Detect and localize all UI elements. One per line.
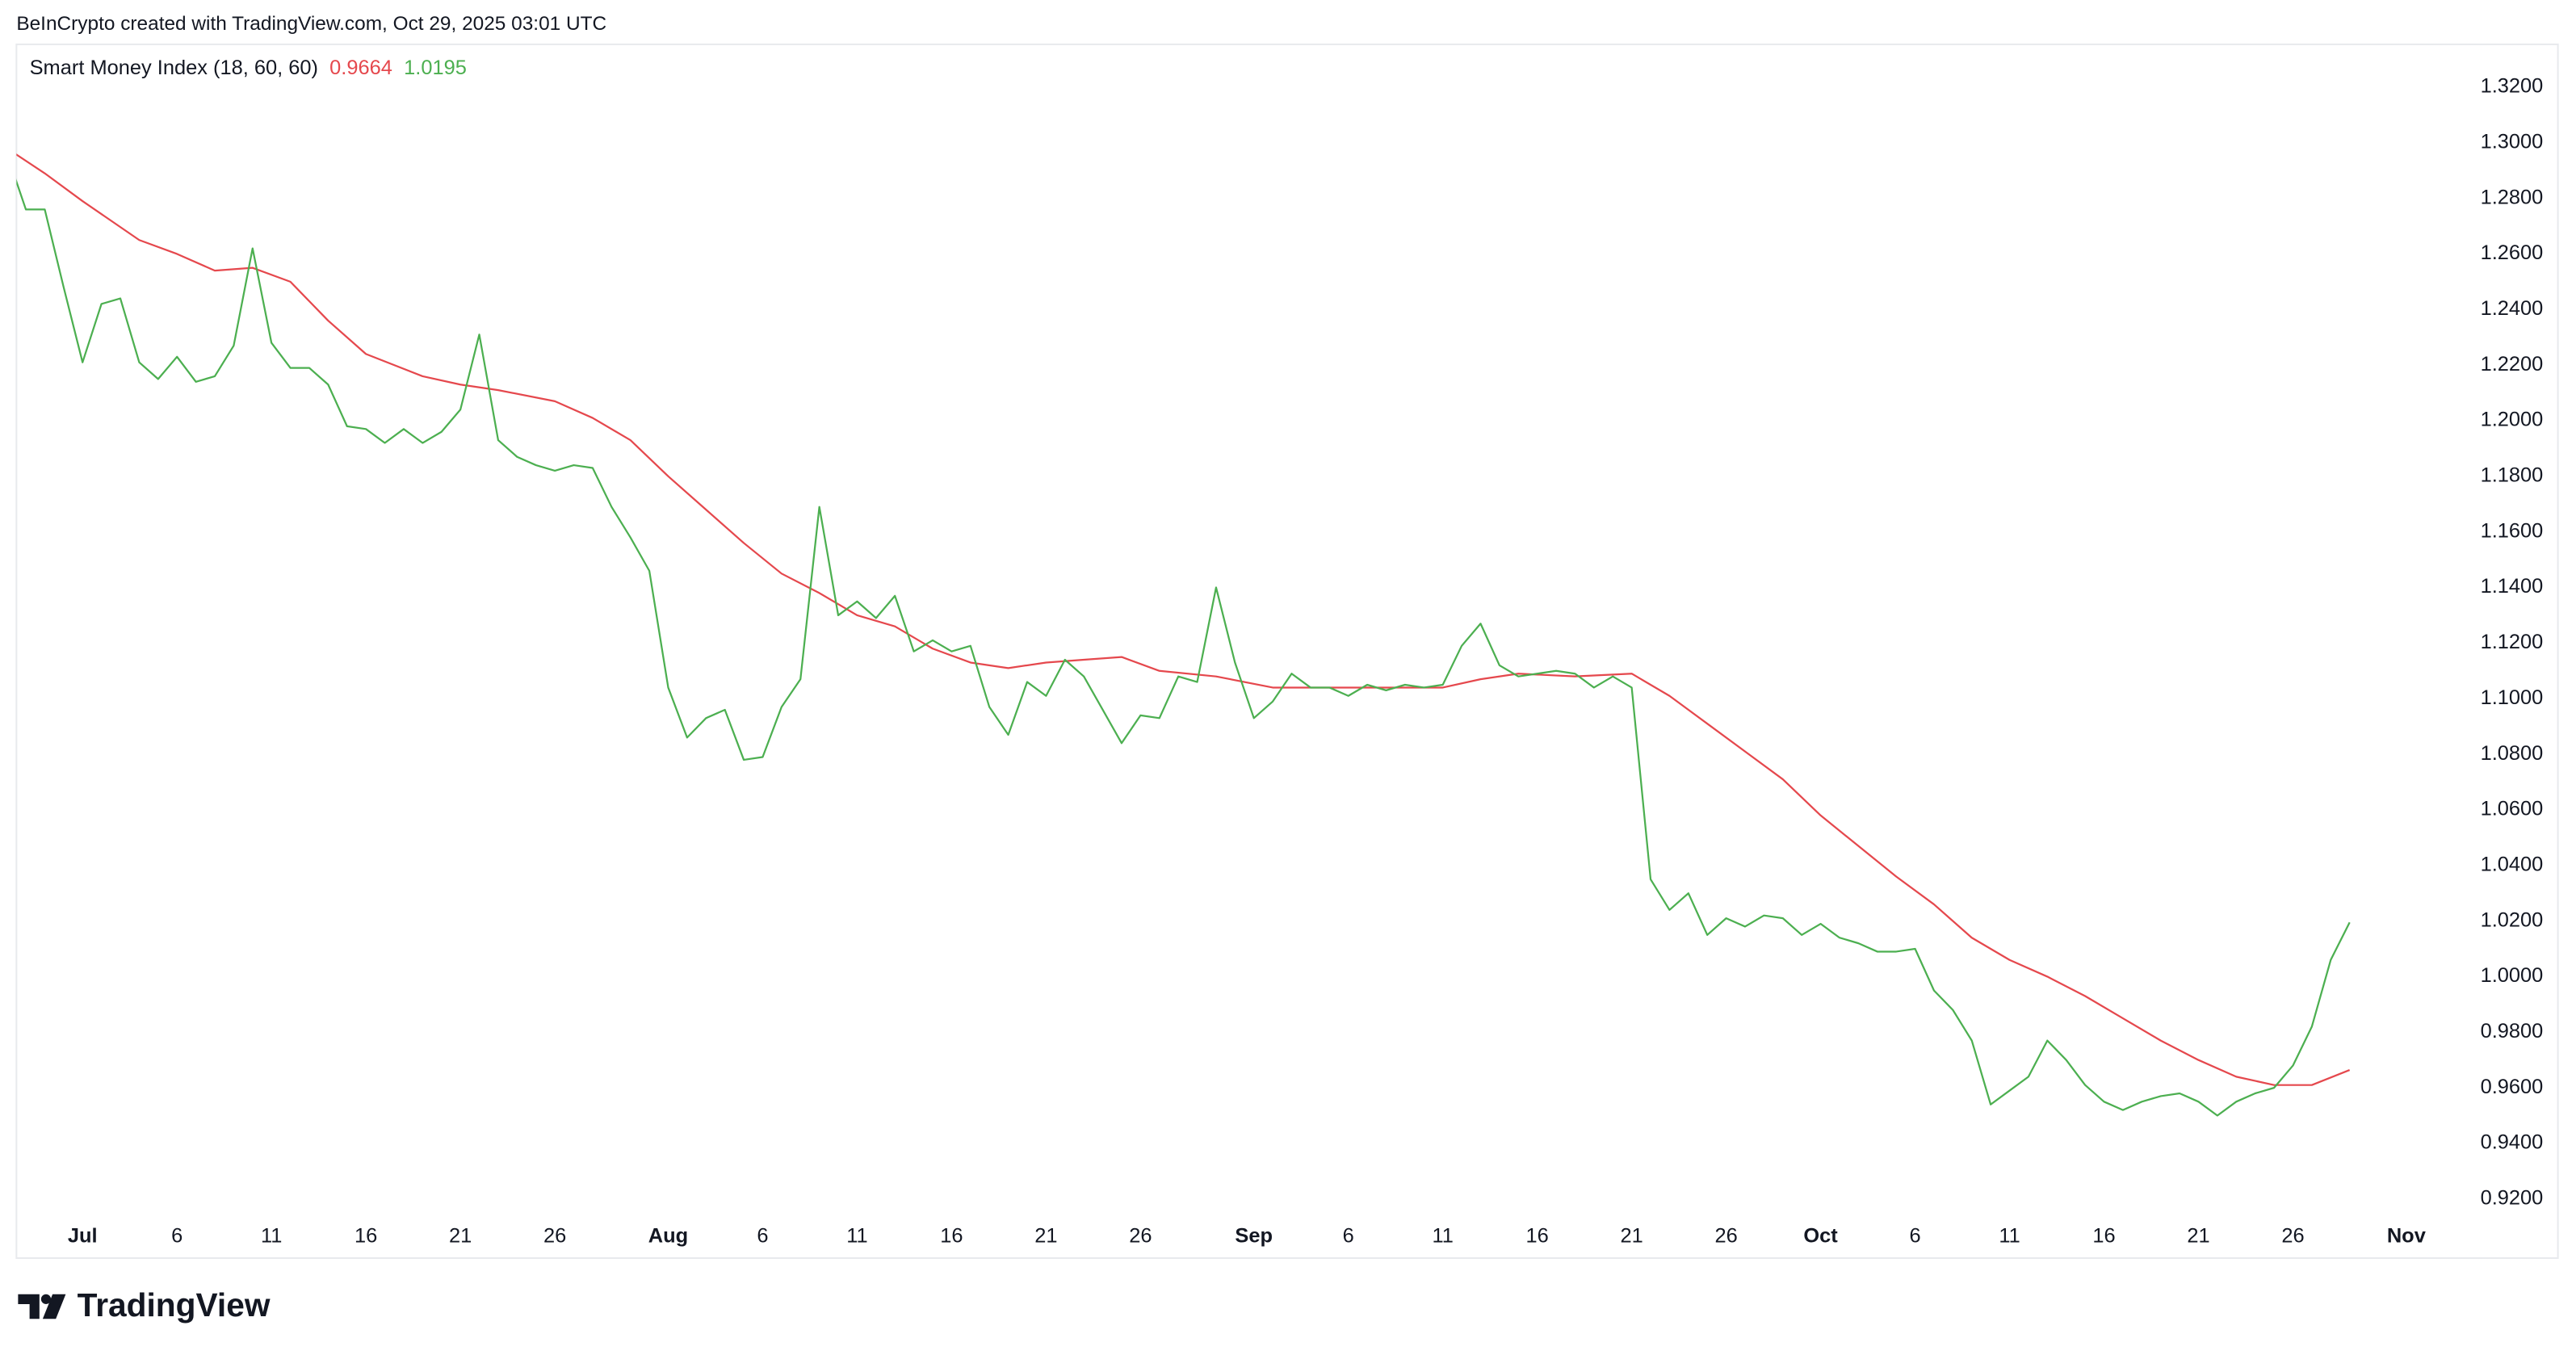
x-tick-label: 26: [543, 1224, 566, 1247]
legend: Smart Money Index (18, 60, 60) 0.9664 1.…: [30, 57, 467, 79]
y-tick-label: 1.0400: [2481, 853, 2544, 875]
x-tick-label: Oct: [1803, 1224, 1838, 1247]
y-tick-label: 1.2600: [2481, 241, 2544, 264]
y-tick-label: 1.2000: [2481, 409, 2544, 431]
y-tick-label: 1.1400: [2481, 575, 2544, 598]
y-tick-label: 0.9200: [2481, 1187, 2544, 1210]
x-tick-label: 26: [2281, 1224, 2304, 1247]
logo: TradingView: [18, 1286, 271, 1324]
x-tick-label: Aug: [648, 1224, 688, 1247]
x-tick-label: 6: [1909, 1224, 1920, 1247]
x-tick-label: 11: [1999, 1224, 2020, 1247]
x-tick-label: 26: [1714, 1224, 1737, 1247]
plot-area: [16, 153, 2351, 1117]
attribution: BeInCrypto created with TradingView.com,…: [16, 13, 606, 35]
y-tick-label: 1.2400: [2481, 297, 2544, 320]
y-tick-label: 1.0000: [2481, 964, 2544, 987]
chart-title: Smart Money Index (18, 60, 60): [30, 57, 318, 79]
x-tick-label: Nov: [2387, 1224, 2427, 1247]
x-tick-label: 16: [2092, 1224, 2115, 1247]
x-tick-label: 11: [846, 1224, 867, 1247]
y-tick-label: 1.2200: [2481, 353, 2544, 375]
logo-icon: [42, 1294, 66, 1319]
y-tick-label: 1.2800: [2481, 186, 2544, 208]
y-tick-label: 1.3000: [2481, 130, 2544, 153]
x-tick-label: Sep: [1235, 1224, 1273, 1247]
y-tick-label: 1.3200: [2481, 75, 2544, 98]
x-tick-label: 11: [1432, 1224, 1453, 1247]
x-tick-label: 6: [171, 1224, 183, 1247]
y-tick-label: 0.9800: [2481, 1020, 2544, 1042]
legend-value: 1.0195: [404, 57, 467, 79]
y-tick-label: 1.1800: [2481, 464, 2544, 487]
y-tick-label: 0.9400: [2481, 1131, 2544, 1154]
x-tick-label: 21: [449, 1224, 472, 1247]
series-line: [16, 178, 2351, 1117]
chart-frame: [15, 43, 2559, 1260]
x-tick-label: 21: [2187, 1224, 2209, 1247]
y-tick-label: 0.9600: [2481, 1076, 2544, 1098]
logo-icon: [40, 1294, 52, 1304]
y-tick-label: 1.0600: [2481, 798, 2544, 820]
x-tick-label: 6: [757, 1224, 768, 1247]
series-line: [16, 153, 2351, 1086]
y-tick-label: 1.1600: [2481, 519, 2544, 542]
logo-icon: [18, 1294, 40, 1319]
y-tick-label: 1.1200: [2481, 631, 2544, 653]
legend-value: 0.9664: [329, 57, 392, 79]
x-tick-label: 16: [1526, 1224, 1549, 1247]
x-tick-label: 26: [1129, 1224, 1152, 1247]
y-tick-label: 1.0200: [2481, 908, 2544, 931]
logo-text: TradingView: [78, 1286, 271, 1324]
y-tick-label: 1.1000: [2481, 686, 2544, 709]
x-tick-label: 16: [940, 1224, 963, 1247]
y-tick-label: 1.0800: [2481, 742, 2544, 765]
x-tick-label: 11: [261, 1224, 282, 1247]
x-tick-label: Jul: [68, 1224, 98, 1247]
x-tick-label: 21: [1621, 1224, 1643, 1247]
x-tick-label: 16: [355, 1224, 377, 1247]
x-tick-label: 21: [1034, 1224, 1057, 1247]
x-tick-label: 6: [1343, 1224, 1354, 1247]
